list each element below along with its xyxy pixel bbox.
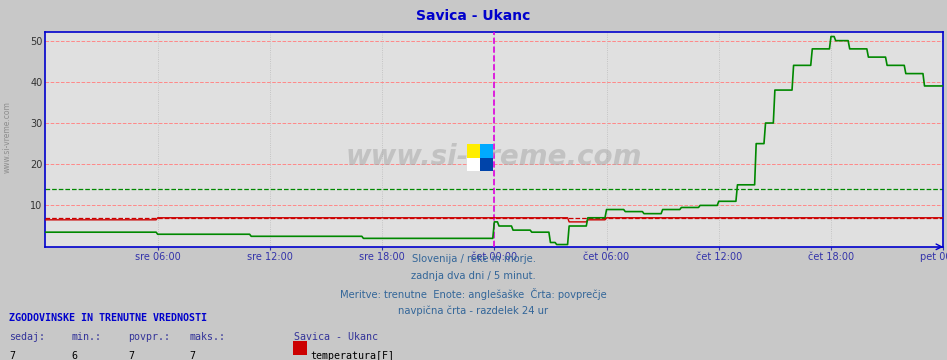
Text: Savica - Ukanc: Savica - Ukanc (294, 332, 378, 342)
Text: min.:: min.: (71, 332, 101, 342)
Text: 6: 6 (71, 351, 77, 360)
Text: www.si-vreme.com: www.si-vreme.com (3, 101, 12, 173)
Text: Slovenija / reke in morje.: Slovenija / reke in morje. (412, 254, 535, 264)
Text: ZGODOVINSKE IN TRENUTNE VREDNOSTI: ZGODOVINSKE IN TRENUTNE VREDNOSTI (9, 313, 207, 323)
Bar (480, 158, 493, 171)
Text: 7: 7 (189, 351, 195, 360)
Text: 7: 7 (9, 351, 15, 360)
Text: navpična črta - razdelek 24 ur: navpična črta - razdelek 24 ur (399, 306, 548, 316)
Bar (480, 144, 493, 158)
Text: maks.:: maks.: (189, 332, 225, 342)
Bar (467, 144, 480, 158)
Text: temperatura[F]: temperatura[F] (311, 351, 395, 360)
Text: zadnja dva dni / 5 minut.: zadnja dva dni / 5 minut. (411, 271, 536, 281)
Text: 7: 7 (128, 351, 134, 360)
Text: Savica - Ukanc: Savica - Ukanc (417, 9, 530, 23)
Text: sedaj:: sedaj: (9, 332, 45, 342)
Text: povpr.:: povpr.: (128, 332, 170, 342)
Text: www.si-vreme.com: www.si-vreme.com (346, 143, 643, 171)
Text: Meritve: trenutne  Enote: anglešaške  Črta: povprečje: Meritve: trenutne Enote: anglešaške Črta… (340, 288, 607, 300)
